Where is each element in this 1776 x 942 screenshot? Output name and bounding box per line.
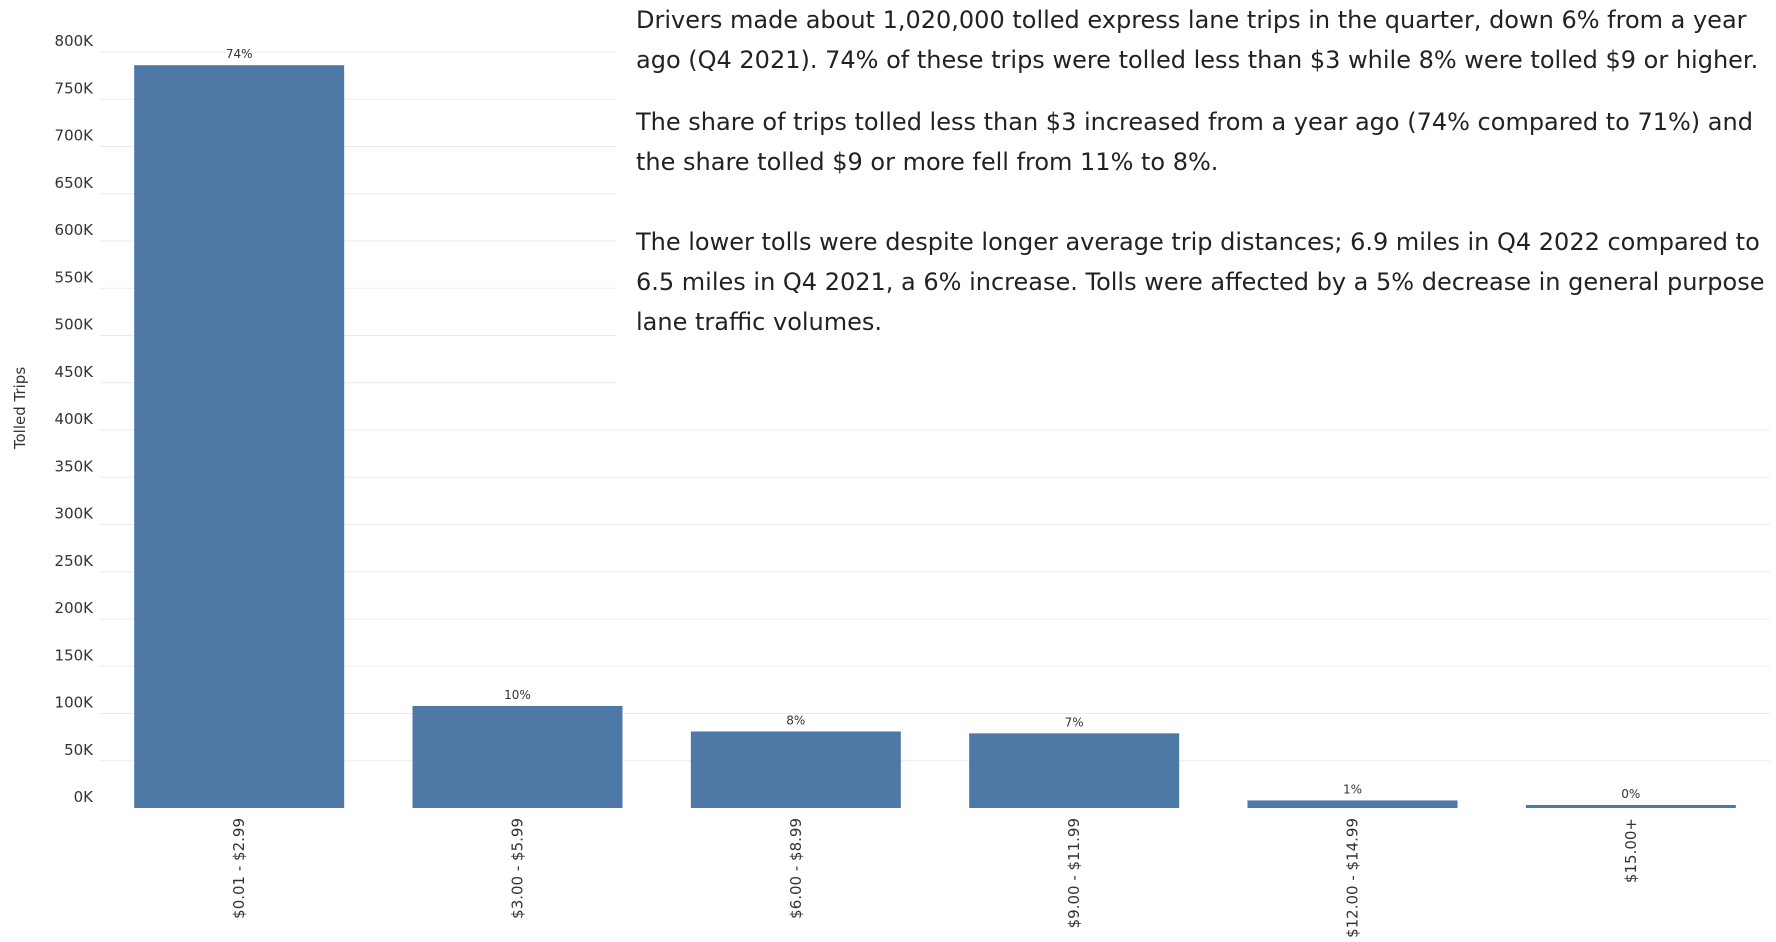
y-tick-label: 100K <box>55 694 95 712</box>
bar <box>969 733 1180 808</box>
y-tick-label: 750K <box>55 79 95 97</box>
y-tick-label: 500K <box>55 316 95 334</box>
bar-data-label: 10% <box>504 688 531 702</box>
commentary-text: Drivers made about 1,020,000 tolled expr… <box>636 0 1771 342</box>
x-category-label: $9.00 - $11.99 <box>1065 818 1083 928</box>
y-tick-label: 600K <box>55 221 95 239</box>
y-tick-label: 50K <box>64 741 94 759</box>
bar-data-label: 74% <box>226 47 253 61</box>
y-tick-label: 0K <box>74 788 95 806</box>
bar-data-label: 8% <box>786 713 805 727</box>
bar <box>1247 800 1458 808</box>
x-category-label: $3.00 - $5.99 <box>509 818 527 919</box>
y-axis-title: Tolled Trips <box>11 367 29 450</box>
y-tick-label: 300K <box>55 505 95 523</box>
y-tick-label: 450K <box>55 363 95 381</box>
y-axis: 0K 50K 100K 150K 200K 250K 300K 350K 400K 450K 500… <box>55 32 95 806</box>
y-tick-label: 550K <box>55 268 95 286</box>
commentary-paragraph-1: Drivers made about 1,020,000 tolled expr… <box>636 6 1759 74</box>
x-category-label: $0.01 - $2.99 <box>230 818 248 919</box>
y-tick-label: 150K <box>55 646 95 664</box>
bar-data-label: 1% <box>1343 782 1362 796</box>
x-category-label: $15.00+ <box>1622 818 1640 883</box>
y-tick-label: 800K <box>55 32 95 50</box>
bar <box>134 65 345 809</box>
x-axis: $0.01 - $2.99 $3.00 - $5.99 $6.00 - $8.99 $… <box>230 818 1640 938</box>
bar <box>412 705 623 808</box>
y-tick-label: 250K <box>55 552 95 570</box>
bars: 74% 10% 8% 7% 1% 0% <box>134 47 1736 809</box>
x-category-label: $6.00 - $8.99 <box>787 818 805 919</box>
x-category-label: $12.00 - $14.99 <box>1344 818 1362 938</box>
bar <box>690 731 901 808</box>
bar <box>1525 805 1736 808</box>
y-tick-label: 700K <box>55 127 95 145</box>
commentary-paragraph-2: The share of trips tolled less than $3 i… <box>636 108 1753 176</box>
y-tick-label: 650K <box>55 174 95 192</box>
commentary-paragraph-3: The lower tolls were despite longer aver… <box>636 228 1765 336</box>
bar-data-label: 0% <box>1621 787 1640 801</box>
bar-data-label: 7% <box>1065 715 1084 729</box>
y-tick-label: 400K <box>55 410 95 428</box>
y-tick-label: 350K <box>55 457 95 475</box>
y-tick-label: 200K <box>55 599 95 617</box>
